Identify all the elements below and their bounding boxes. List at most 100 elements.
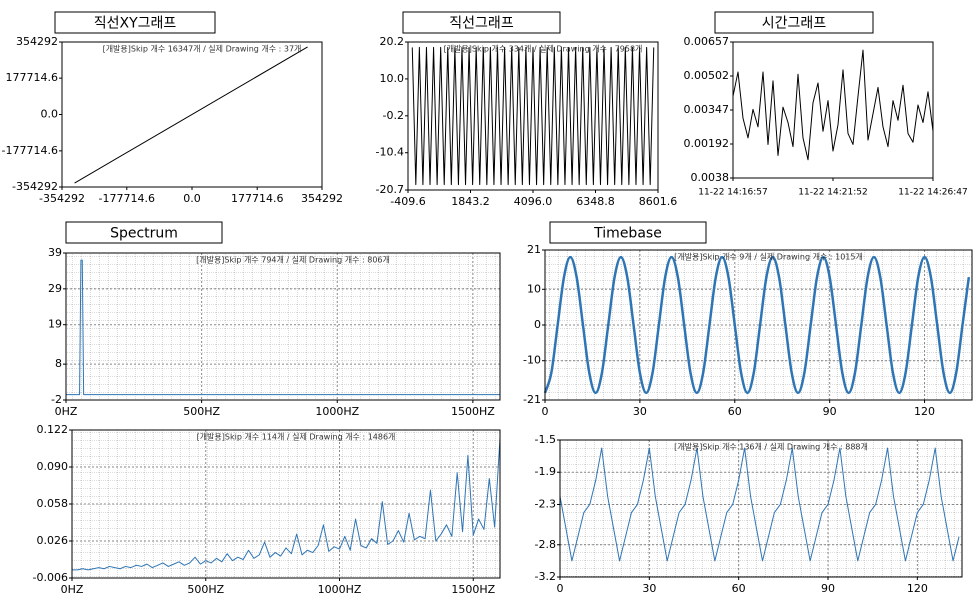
x-tick-label: -409.6	[390, 195, 425, 208]
plot-border	[407, 41, 659, 191]
data-line	[543, 255, 971, 395]
data-line	[411, 46, 655, 186]
y-tick-label: 19	[48, 318, 62, 331]
plot-area	[66, 253, 500, 400]
y-tick-label: 354292	[16, 35, 58, 48]
y-tick-label: 20.2	[380, 35, 405, 48]
plot-border	[71, 429, 501, 579]
y-tick-label: -2	[51, 393, 62, 406]
y-tick-label: 0.00347	[684, 103, 730, 116]
y-tick-label: 0.058	[37, 497, 69, 510]
y-tick-label: 0.0	[41, 108, 59, 121]
x-tick-label: 500HZ	[187, 583, 224, 596]
y-tick-label: 0.00502	[684, 69, 730, 82]
data-line	[74, 46, 308, 184]
x-tick-label: 177714.6	[231, 192, 284, 205]
y-tick-label: 0.090	[37, 460, 69, 473]
annotation: [개발용]Skip 개수 794개 / 실제 Drawing 개수 : 806개	[196, 255, 390, 265]
x-tick-label: 0.0	[183, 192, 201, 205]
y-tick-label: -177714.6	[2, 144, 58, 157]
data-line	[66, 259, 500, 396]
annotation: [개발용]Skip 개수 136개 / 실제 Drawing 개수 : 888개	[674, 442, 868, 452]
y-tick-label: -3.2	[535, 570, 556, 583]
x-tick-label: 1000HZ	[315, 405, 359, 418]
chart-panel: 0.00657 0.00502 0.00347 0.00192 0.0038 11-22 …	[684, 11, 968, 198]
title-box	[54, 11, 216, 34]
x-tick-label: 11-22 14:26:47	[898, 188, 967, 198]
chart-title: 직선XY그래프	[94, 16, 177, 32]
annotation: [개발용]Skip 개수 16347개 / 실제 Drawing 개수 : 37…	[103, 44, 302, 54]
x-tick-label: 1500HZ	[451, 583, 495, 596]
y-tick-label: -1.9	[535, 465, 556, 478]
y-tick-label: -354292	[12, 180, 58, 193]
chart-title: 시간그래프	[762, 16, 827, 32]
chart-title: Spectrum	[110, 226, 178, 242]
y-tick-label: 29	[48, 282, 62, 295]
plot-border	[732, 41, 934, 179]
annotation: [개발용]Skip 개수 114개 / 실제 Drawing 개수 : 1486…	[197, 432, 396, 442]
chart-title: Timebase	[593, 226, 662, 242]
y-tick-label: 0.026	[37, 534, 69, 547]
x-tick-label: 120	[907, 582, 928, 595]
y-tick-label: 10.0	[380, 72, 405, 85]
x-tick-label: 60	[728, 405, 742, 418]
y-tick-label: 0.122	[37, 423, 69, 436]
y-tick-label: -1.5	[535, 433, 556, 446]
chart-panel: 20.2 10.0 -0.2 -10.4 -20.7-409.6 1843.2 4096.0…	[376, 11, 677, 208]
y-tick-label: 10	[527, 282, 541, 295]
x-tick-label: 11-22 14:16:57	[698, 188, 767, 198]
x-tick-label: 30	[633, 405, 647, 418]
title-box	[549, 221, 707, 244]
x-tick-label: 354292	[301, 192, 343, 205]
chart-title: 직선그래프	[449, 16, 514, 32]
annotation: [개발용]Skip 개수 9개 / 실제 Drawing 개수 : 1015개	[674, 252, 863, 262]
y-tick-label: 8	[55, 357, 62, 370]
x-tick-label: 0HZ	[55, 405, 78, 418]
y-tick-label: -10	[523, 354, 541, 367]
y-tick-label: 177714.6	[6, 71, 59, 84]
y-tick-label: -2.3	[535, 497, 556, 510]
y-tick-label: -0.006	[33, 571, 68, 584]
title-box	[65, 221, 223, 244]
x-tick-label: 0HZ	[61, 583, 84, 596]
x-tick-label: 6348.8	[576, 195, 615, 208]
plot-border	[544, 249, 973, 401]
y-tick-label: -10.4	[376, 146, 404, 159]
title-box	[714, 11, 874, 34]
y-tick-label: -0.2	[383, 109, 404, 122]
y-tick-label: 0.00192	[684, 137, 730, 150]
data-line	[559, 447, 960, 562]
x-tick-label: -354292	[39, 192, 85, 205]
y-tick-label: 0.0038	[691, 171, 730, 184]
x-tick-label: 90	[821, 582, 835, 595]
y-tick-label: -20.7	[376, 183, 404, 196]
y-tick-label: 0	[534, 318, 541, 331]
y-tick-label: 39	[48, 246, 62, 259]
title-box	[402, 11, 561, 34]
chart-panel: -1.5 -1.9 -2.3 -2.8 -3.20 30 60 90 120 [개발용]Skip …	[535, 433, 963, 595]
y-tick-label: 0.00657	[684, 35, 730, 48]
x-tick-label: 4096.0	[514, 195, 553, 208]
x-tick-label: 11-22 14:21:52	[798, 188, 867, 198]
data-line	[72, 438, 501, 571]
y-tick-label: 21	[527, 243, 541, 256]
y-tick-label: -21	[523, 393, 541, 406]
x-tick-label: 30	[642, 582, 656, 595]
data-line	[732, 49, 934, 161]
x-tick-label: -177714.6	[99, 192, 155, 205]
plot-area	[733, 42, 933, 178]
x-tick-label: 0	[557, 582, 564, 595]
x-tick-label: 0	[542, 405, 549, 418]
y-tick-label: -2.8	[535, 538, 556, 551]
chart-panel: 354292 177714.6 0.0 -177714.6 -354292-354292…	[2, 11, 343, 205]
annotation: [개발용]Skip 개수 334개 / 실제 Drawing 개수 : 7958…	[444, 44, 643, 54]
x-tick-label: 1500HZ	[451, 405, 495, 418]
x-tick-label: 90	[823, 405, 837, 418]
plot-border	[61, 41, 323, 188]
plot-border	[559, 439, 963, 578]
plot-border	[65, 252, 501, 401]
x-tick-label: 120	[914, 405, 935, 418]
